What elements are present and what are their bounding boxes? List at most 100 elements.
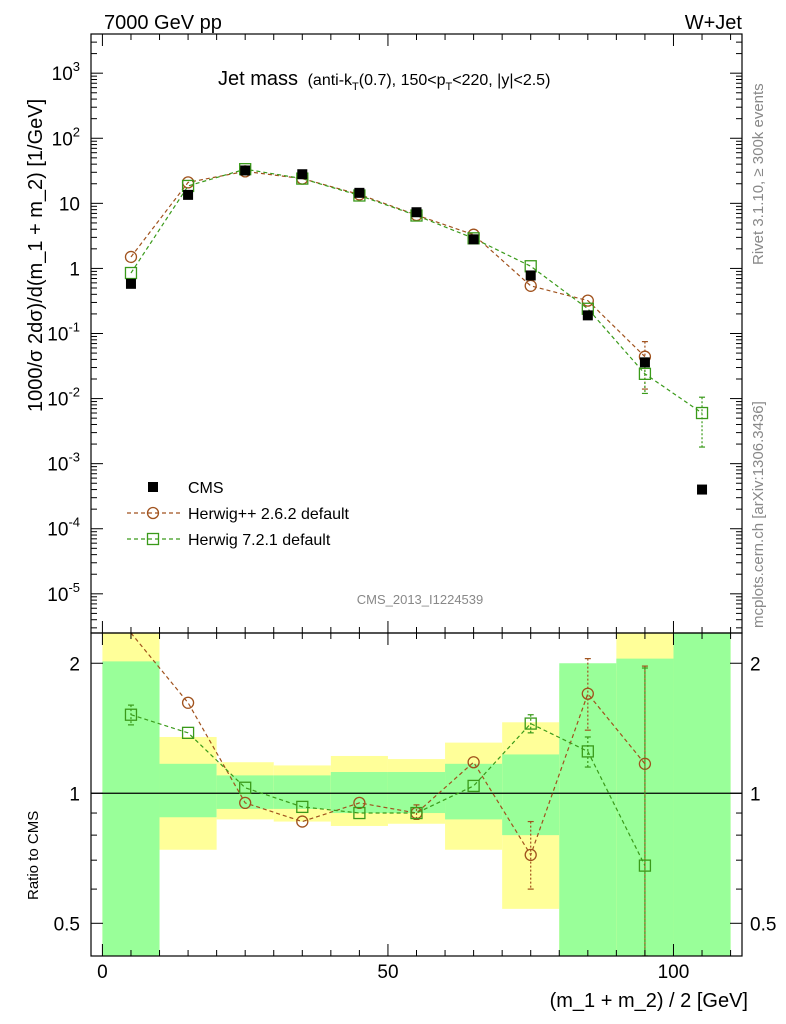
main-point-0-5: [411, 207, 422, 218]
ratio-point-1-9: [638, 859, 652, 872]
ratio-point-0-7: [524, 848, 537, 862]
main-plot-series: [124, 163, 709, 495]
ratio-ytick-label-right: 0.5: [750, 914, 776, 935]
ytick-exponent: 3: [73, 59, 80, 74]
legend-label-2: Herwig 7.2.1 default: [188, 532, 331, 549]
x-tick-label: 0: [97, 962, 108, 983]
ratio-band-inner: [159, 763, 217, 818]
ytick-exponent: 2: [73, 124, 80, 139]
ratio-ytick-label-right: 2: [750, 654, 761, 675]
header-left-label: 7000 GeV pp: [104, 12, 222, 34]
main-point-0-8: [582, 310, 593, 321]
ratio-point-0-8: [581, 687, 594, 700]
main-point-1-8: [581, 294, 594, 307]
main-y-axis-label: 1000/σ 2dσ)/d(m_1 + m_2) [1/GeV]: [25, 99, 47, 412]
main-ytick-label: 10-1: [47, 320, 80, 346]
ratio-point-1-8: [581, 745, 594, 758]
ytick-base: 10: [47, 390, 68, 411]
ytick-base: 10: [52, 64, 73, 85]
plot-title-sub: (anti-k: [308, 72, 353, 89]
ratio-band-inner: [387, 772, 446, 814]
main-point-0-0: [125, 278, 136, 289]
ratio-point-1-1: [181, 726, 195, 740]
ratio-point-0-3: [296, 815, 309, 828]
ratio-line-1: [130, 714, 646, 866]
analysis-tag: CMS_2013_I1224539: [357, 592, 484, 607]
ratio-line-0: [130, 633, 646, 857]
main-line-1: [130, 170, 646, 358]
main-point-2-7: [524, 260, 537, 273]
main-ytick-label: 10-5: [47, 580, 80, 606]
main-point-0-3: [297, 169, 308, 180]
plot-title-sub-2: (0.7), 150<p: [359, 72, 446, 89]
ratio-plot-series: [124, 633, 652, 956]
ratio-series-clipped: [124, 633, 652, 956]
ratio-point-0-4: [353, 796, 366, 810]
ratio-band-inner: [273, 775, 331, 809]
plot-title: Jet mass (anti-kT(0.7), 150<pT<220, |y|<…: [218, 68, 550, 93]
x-tick-label: 50: [377, 962, 398, 983]
legend-marker-0: [148, 482, 158, 492]
main-point-2-9: [638, 367, 652, 380]
ratio-point-0-2: [239, 796, 252, 810]
ratio-ytick-label-left: 0.5: [54, 914, 80, 935]
main-ytick-label: 103: [52, 59, 80, 85]
ratio-y-axis-label: Ratio to CMS: [25, 811, 42, 900]
plot-title-sub-index-1: T: [352, 81, 359, 93]
ratio-band-inner: [673, 633, 731, 956]
ratio-point-1-6: [467, 779, 480, 793]
legend-marker-1: [146, 506, 160, 520]
main-point-0-9: [639, 357, 650, 368]
ratio-point-1-3: [296, 800, 309, 814]
legend-label-1: Herwig++ 2.6.2 default: [188, 506, 350, 523]
main-ytick-label: 102: [52, 124, 80, 150]
main-ytick-label: 10-4: [47, 515, 80, 541]
ytick-base: 10: [47, 455, 68, 476]
x-axis-label: (m_1 + m_2) / 2 [GeV]: [550, 990, 748, 1012]
ratio-point-1-7: [524, 717, 537, 730]
legend-label-0: CMS: [188, 480, 224, 497]
ratio-ytick-label-right: 1: [750, 784, 761, 805]
ratio-ytick-label-left: 1: [69, 784, 80, 805]
plot-title-sub-index-2: T: [446, 81, 453, 93]
ytick-exponent: -5: [68, 580, 80, 595]
plot-title-main: Jet mass: [218, 68, 298, 90]
main-ytick-label: 10-3: [47, 450, 80, 476]
main-line-2: [130, 168, 703, 414]
ytick-base: 10: [47, 325, 68, 346]
ratio-point-0-1: [181, 696, 195, 709]
ytick-base: 10: [52, 129, 73, 150]
ytick-exponent: -3: [68, 450, 80, 465]
ratio-point-1-5: [410, 806, 423, 820]
header-right-label: W+Jet: [685, 12, 743, 34]
main-point-0-4: [354, 187, 365, 198]
main-point-2-0: [124, 266, 138, 280]
ytick-base: 10: [47, 520, 68, 541]
ratio-point-0-6: [467, 756, 480, 769]
main-point-0-1: [183, 189, 194, 200]
legend-marker-2: [146, 532, 160, 546]
main-point-1-0: [124, 250, 138, 264]
main-point-1-7: [524, 279, 537, 292]
ratio-ytick-label-left: 2: [69, 654, 80, 675]
main-point-0-6: [468, 234, 479, 245]
ratio-band-inner: [216, 775, 274, 809]
ytick-base: 10: [47, 585, 68, 606]
ytick-exponent: -2: [68, 385, 80, 400]
ratio-point-1-2: [239, 781, 252, 794]
rivet-label: Rivet 3.1.10, ≥ 300k events: [750, 83, 767, 265]
ratio-point-1-0: [124, 708, 138, 721]
ratio-uncertainty-bands: [102, 633, 731, 956]
main-ytick-label: 1: [69, 259, 80, 280]
main-point-0-10: [697, 484, 708, 495]
main-ytick-label: 10-2: [47, 385, 80, 411]
ytick-exponent: -1: [68, 320, 80, 335]
plot-title-sub-3: <220, |y|<2.5): [452, 72, 550, 89]
main-point-0-7: [525, 270, 536, 281]
legend: CMS Herwig++ 2.6.2 default Herwig 7.2.1 de…: [127, 480, 350, 549]
mcplots-label: mcplots.cern.ch [arXiv:1306.3436]: [750, 401, 767, 628]
x-tick-label: 100: [658, 962, 690, 983]
main-ytick-label: 10: [59, 194, 80, 215]
